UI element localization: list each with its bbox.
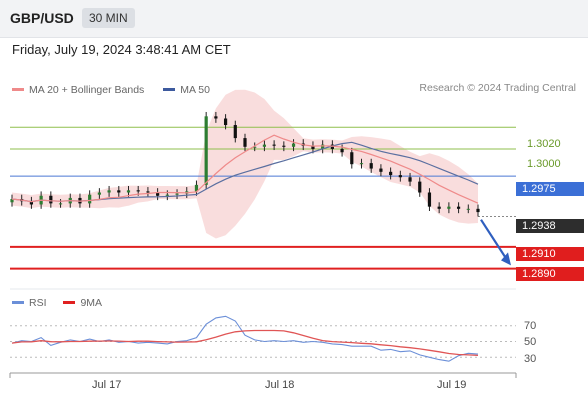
ma20-swatch: [12, 88, 24, 91]
rsi-line: [11, 315, 479, 362]
forecast-arrow-shaft: [480, 219, 509, 263]
candle-body: [418, 181, 422, 193]
legend-rsi-ma: 9MA: [63, 297, 102, 309]
legend-rsi-label: RSI: [29, 296, 47, 309]
candle-body: [49, 195, 53, 204]
level-label-2: 1.3000: [527, 158, 561, 170]
candle-body: [476, 208, 480, 213]
indicator-legend: MA 20 + Bollinger Bands MA 50: [12, 82, 226, 96]
rsi-tick-50: 50: [524, 336, 537, 348]
bollinger-band: [12, 89, 478, 239]
candle-body: [233, 125, 237, 139]
legend-ma20: MA 20 + Bollinger Bands: [12, 84, 144, 96]
x-axis-label-jul18: Jul 18: [265, 379, 295, 391]
chart-header: GBP/USD 30 MIN: [0, 0, 588, 38]
legend-ma20-label: MA 20 + Bollinger Bands: [29, 83, 145, 96]
candle-body: [156, 192, 160, 196]
level-label-1: 1.3020: [527, 138, 561, 150]
candle-body: [165, 194, 169, 196]
ma20-line: [11, 134, 479, 204]
candle-body: [456, 206, 461, 209]
candle-body: [350, 152, 354, 165]
current-price-label: 1.2938: [516, 219, 584, 233]
candle-body: [408, 177, 412, 182]
price-panel: [10, 89, 516, 270]
ma50-swatch: [163, 88, 176, 91]
candle-body: [262, 144, 267, 147]
candle-body: [253, 146, 257, 148]
candle-body: [97, 192, 101, 195]
candle-body: [146, 191, 150, 193]
symbol-label: GBP/USD: [10, 10, 74, 26]
level-label-6: 1.2890: [516, 267, 584, 281]
candle-body: [223, 118, 228, 126]
rsi-swatch: [12, 301, 24, 304]
candle-body: [175, 193, 179, 195]
legend-ma50: MA 50: [163, 84, 210, 96]
legend-rsi: RSI: [12, 297, 47, 309]
forecast-arrow-head: [501, 252, 511, 266]
candle-body: [272, 144, 276, 146]
candle-body: [136, 190, 140, 192]
level-label-5: 1.2910: [516, 247, 584, 261]
candle-body: [194, 184, 199, 192]
timeframe-badge[interactable]: 30 MIN: [82, 8, 135, 28]
candle-body: [369, 163, 373, 169]
candle-body: [437, 206, 441, 209]
rsi-panel: [10, 315, 516, 362]
rsi-tick-30: 30: [524, 353, 537, 365]
x-axis-label-jul17: Jul 17: [92, 379, 122, 391]
candle-body: [291, 143, 296, 147]
candle-body: [204, 116, 208, 185]
rsi-ma-swatch: [63, 301, 76, 304]
level-label-3: 1.2975: [516, 182, 584, 196]
candle-body: [447, 206, 451, 209]
rsi-ma-line: [11, 329, 479, 357]
research-credit: Research © 2024 Trading Central: [419, 82, 576, 94]
candle-body: [427, 192, 432, 207]
legend-ma50-label: MA 50: [180, 83, 210, 96]
candle-body: [117, 190, 121, 193]
candle-body: [359, 163, 364, 165]
candle-body: [340, 148, 344, 153]
rsi-legend: RSI 9MA: [12, 295, 116, 309]
candle-body: [311, 145, 315, 149]
candle-body: [214, 116, 218, 119]
candle-body: [58, 203, 63, 205]
candle-body: [389, 171, 393, 176]
candle-body: [330, 144, 334, 149]
candle-body: [243, 138, 247, 147]
rsi-tick-70: 70: [524, 320, 537, 332]
candle-body: [126, 190, 131, 193]
chart-datetime: Friday, July 19, 2024 3:48:41 AM CET: [12, 42, 231, 57]
x-axis-label-jul19: Jul 19: [437, 379, 467, 391]
candle-body: [466, 208, 470, 210]
candle-body: [398, 175, 402, 178]
legend-rsi-ma-label: 9MA: [80, 296, 103, 309]
candle-body: [321, 144, 325, 149]
candle-body: [107, 190, 111, 193]
candle-body: [88, 194, 92, 204]
candle-body: [379, 168, 383, 172]
candle-body: [29, 201, 34, 205]
candle-body: [10, 199, 14, 203]
candle-body: [282, 145, 286, 147]
